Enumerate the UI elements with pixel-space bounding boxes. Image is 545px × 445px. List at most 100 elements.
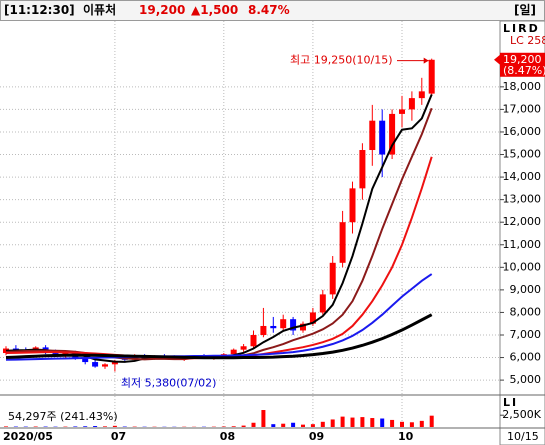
change: ▲1,500 — [191, 3, 239, 17]
y-tick-label: 6,000 — [510, 351, 542, 364]
y-tick-label: 16,000 — [503, 125, 542, 138]
volume-bar — [409, 422, 414, 427]
volume-bar — [281, 423, 286, 427]
volume-bar — [291, 422, 296, 427]
volume-buttons: LI — [503, 396, 518, 409]
volume-bar — [340, 416, 345, 427]
candle-body — [428, 59, 435, 94]
candle-body — [359, 150, 366, 189]
high-note: 최고 19,250(10/15) — [290, 54, 393, 67]
volume-bar — [103, 426, 107, 427]
y-tick-label: 14,000 — [503, 170, 542, 183]
candle-body — [92, 362, 99, 367]
candle-body — [230, 349, 237, 355]
low-note: 최저 5,380(07/02) — [121, 377, 217, 390]
candle-body — [418, 91, 425, 99]
moving-average — [5, 156, 433, 360]
moving-average — [5, 107, 433, 361]
volume-bar — [419, 420, 424, 427]
candle-body — [260, 325, 267, 335]
x-tick-label: 10 — [398, 430, 414, 443]
change-pct: 8.47% — [248, 3, 290, 17]
candle-body — [339, 222, 346, 263]
candle-body — [240, 346, 247, 350]
volume-bar — [310, 424, 315, 427]
volume-bar — [380, 418, 385, 427]
axis-buttons: LIRD — [503, 22, 540, 35]
y-tick-label: 5,000 — [510, 373, 542, 386]
candle-body — [379, 120, 386, 155]
volume-bar — [390, 419, 395, 427]
price-tag-pointer — [494, 54, 500, 65]
volume-bar — [112, 425, 117, 427]
price-tag — [500, 52, 545, 77]
chart: 5,000 6,000 7,000 8,000 9,000 10,000 11,000 12,… — [0, 21, 545, 445]
candle-body — [102, 364, 108, 367]
note-arrowhead — [423, 57, 429, 64]
candle-body — [250, 334, 257, 347]
volume-bar — [360, 417, 365, 427]
x-tick-label: 07 — [111, 430, 126, 443]
candle-body — [408, 98, 415, 110]
volume-bar — [261, 410, 266, 427]
y-tick-label: 7,000 — [510, 328, 542, 341]
axis-note: LC 258.8 — [510, 34, 545, 47]
last-date: 10/15 — [507, 430, 539, 443]
header-bar: [11:12:30] 이퓨처 19,200 ▲1,500 8.47% [일] — [0, 0, 545, 21]
y-tick-label: 12,000 — [503, 215, 542, 228]
volume-bar — [93, 426, 98, 427]
volume-bar — [251, 422, 256, 427]
candle-body — [62, 351, 69, 356]
candle-body — [290, 319, 297, 331]
y-tick-label: 11,000 — [503, 238, 542, 251]
candle-body — [111, 360, 118, 365]
volume-bar — [231, 426, 236, 427]
y-tick-label: 18,000 — [503, 80, 542, 93]
y-tick-label: 8,000 — [510, 305, 542, 318]
moving-average — [5, 273, 433, 361]
time: [11:12:30] — [4, 3, 75, 17]
volume-bar — [370, 418, 375, 427]
period[interactable]: [일] — [514, 3, 537, 17]
volume-bar — [241, 425, 246, 427]
stock-name: 이퓨처 — [83, 3, 117, 17]
price: 19,200 — [139, 3, 186, 17]
volume-bar — [73, 426, 78, 427]
candle-body — [399, 109, 405, 114]
candle-body — [309, 312, 316, 324]
volume-bar — [429, 415, 434, 427]
price-tag-pct: (8.47%) — [503, 64, 545, 77]
candle-body — [82, 358, 89, 363]
candle-body — [280, 319, 287, 329]
y-tick-label: 17,000 — [503, 102, 542, 115]
volume-bar — [330, 419, 335, 427]
candle-body — [319, 294, 326, 313]
candle-body — [12, 348, 19, 350]
volume-bar — [350, 417, 355, 427]
candle-body — [300, 323, 306, 331]
x-tick-label: 08 — [220, 430, 235, 443]
candle-body — [369, 120, 376, 151]
axis-panel — [499, 21, 545, 445]
y-tick-label: 9,000 — [510, 283, 542, 296]
candle-body — [329, 262, 336, 295]
volume-bar — [271, 424, 276, 427]
candle-body — [270, 325, 277, 329]
volume-bar — [4, 426, 8, 427]
volume-bar — [400, 421, 404, 427]
candle-body — [389, 113, 396, 155]
volume-bar — [301, 424, 305, 427]
x-tick-label: 2020/05 — [3, 430, 53, 443]
volume-bar — [320, 421, 325, 427]
moving-average — [5, 313, 433, 360]
price-tag-label: 19,200 — [503, 53, 542, 66]
y-tick-label: 13,000 — [503, 193, 542, 206]
moving-average — [5, 94, 433, 363]
candle-body — [349, 188, 356, 223]
x-tick-label: 09 — [309, 430, 324, 443]
y-tick-label: 10,000 — [503, 260, 542, 273]
volume-bar — [83, 426, 88, 427]
volume-tick-label: 2,500K — [502, 408, 541, 421]
y-tick-label: 15,000 — [503, 148, 542, 161]
